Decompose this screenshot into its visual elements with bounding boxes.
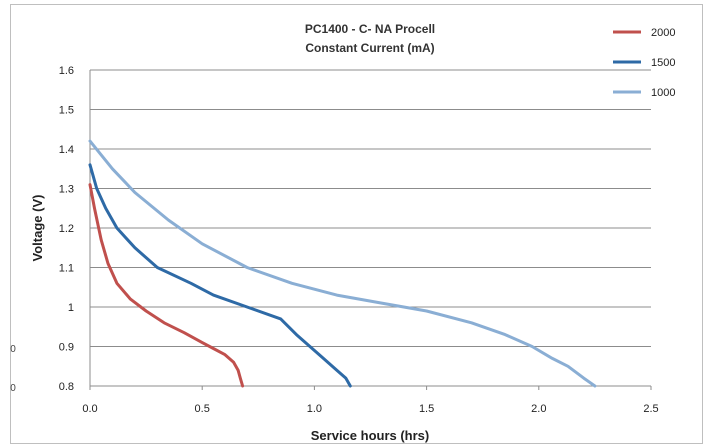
y-tick-label-3: 1.1 bbox=[59, 263, 74, 275]
y-tick-label-8: 1.6 bbox=[59, 65, 74, 77]
legend-label-1500: 1500 bbox=[651, 57, 675, 69]
chart-frame bbox=[10, 4, 703, 444]
x-tick-label-0: 0.0 bbox=[82, 403, 97, 415]
stray-label-2: 0 bbox=[10, 383, 16, 394]
plot-area: 0.8 0.9 1 1.1 1.2 1.3 1.4 1.5 1.6 0.0 0.5 1.0 1.5 2.0… bbox=[59, 65, 659, 415]
y-tick-label-0: 0.8 bbox=[59, 381, 74, 393]
series-line-2000 bbox=[88, 183, 245, 388]
x-tick-label-4: 2.0 bbox=[531, 403, 546, 415]
chart-subtitle: Constant Current (mA) bbox=[305, 41, 434, 55]
y-tick-label-6: 1.4 bbox=[59, 144, 74, 156]
x-tick-label-1: 0.5 bbox=[195, 403, 210, 415]
y-tick-label-1: 0.9 bbox=[59, 342, 74, 354]
legend: 2000 1500 1000 bbox=[613, 27, 675, 99]
legend-label-2000: 2000 bbox=[651, 27, 675, 39]
y-tick-label-7: 1.5 bbox=[59, 105, 74, 117]
x-tick-label-3: 1.5 bbox=[419, 403, 434, 415]
chart-title: PC1400 - C- NA Procell bbox=[305, 22, 435, 36]
legend-label-1000: 1000 bbox=[651, 87, 675, 99]
y-tick-label-4: 1.2 bbox=[59, 223, 74, 235]
y-tick-label-2: 1 bbox=[68, 302, 74, 314]
y-axis-label: Voltage (V) bbox=[30, 195, 45, 262]
x-axis-label: Service hours (hrs) bbox=[311, 428, 430, 443]
series-line-1500 bbox=[88, 163, 352, 388]
y-tick-label-5: 1.3 bbox=[59, 184, 74, 196]
stray-label-1: 0 bbox=[10, 344, 16, 355]
series-line-1000 bbox=[88, 139, 597, 388]
x-tick-label-2: 1.0 bbox=[307, 403, 322, 415]
x-tick-label-5: 2.5 bbox=[643, 403, 658, 415]
